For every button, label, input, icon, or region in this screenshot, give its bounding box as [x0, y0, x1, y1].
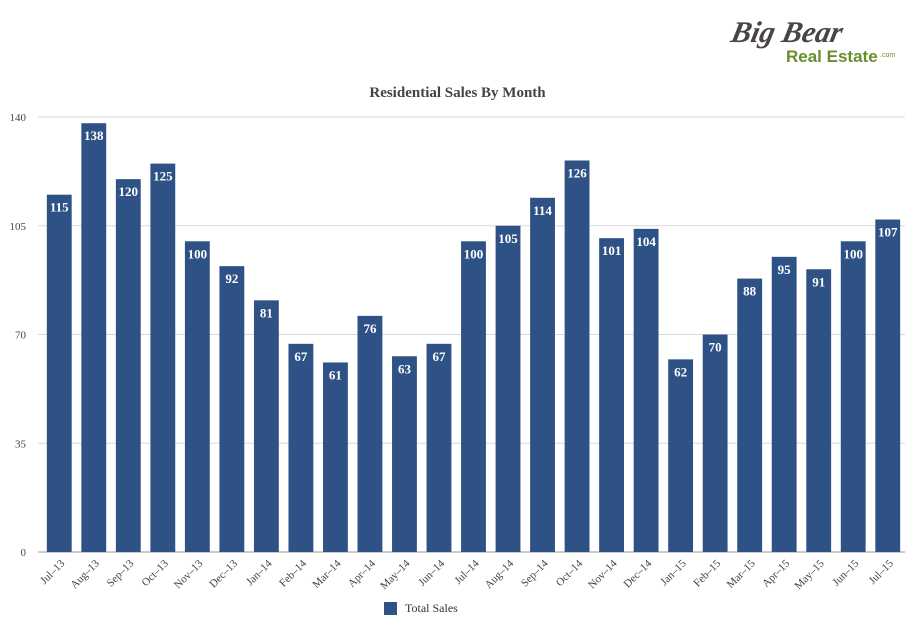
data-label: 125 [153, 169, 173, 184]
bar [875, 219, 901, 553]
bar [633, 228, 659, 552]
bar [288, 343, 314, 552]
data-label: 115 [50, 200, 69, 215]
data-label: 67 [432, 349, 446, 364]
svg-text:.com: .com [880, 52, 895, 59]
x-tick-label: Dec–13 [207, 557, 240, 590]
x-tick-label: Sep–13 [105, 557, 137, 589]
chart-title: Residential Sales By Month [369, 85, 546, 101]
bar [461, 241, 486, 553]
bar [564, 160, 590, 552]
x-tick-label: Sep–14 [519, 557, 551, 589]
bar [530, 197, 555, 553]
data-label: 105 [498, 231, 518, 246]
bar [322, 362, 348, 552]
data-label: 104 [636, 234, 656, 249]
bar [668, 359, 694, 552]
x-tick-label: Aug–13 [68, 557, 102, 591]
bar [599, 238, 625, 552]
data-label: 100 [188, 246, 208, 261]
data-label: 88 [743, 284, 757, 299]
big-bear-real-estate-logo: Big Bear Real Estate .com [728, 15, 895, 66]
data-label: 120 [119, 184, 139, 199]
x-tick-label: Nov–14 [586, 557, 620, 591]
data-label: 95 [778, 262, 792, 277]
bar [150, 163, 176, 552]
bar [115, 179, 141, 552]
data-label: 138 [84, 128, 104, 143]
x-tick-label: Oct–14 [554, 557, 586, 589]
x-tick-label: Jan–15 [658, 557, 689, 588]
y-tick-label: 0 [21, 547, 27, 559]
bar [737, 278, 763, 552]
x-tick-label: Jun–14 [416, 557, 447, 588]
x-tick-label: Jan–14 [244, 557, 275, 588]
x-tick-label: Feb–15 [691, 557, 723, 589]
legend-swatch [384, 602, 397, 615]
y-tick-label: 140 [10, 112, 27, 124]
bar [840, 241, 866, 553]
legend-label: Total Sales [405, 601, 458, 615]
x-tick-label: Aug–14 [483, 557, 517, 591]
data-label: 63 [398, 361, 412, 376]
x-tick-label: May–14 [378, 557, 413, 592]
x-tick-label: Jul–15 [867, 557, 897, 587]
bar [46, 194, 72, 552]
chart-legend: Total Sales [384, 601, 458, 616]
data-label: 67 [294, 349, 308, 364]
data-label: 101 [602, 243, 622, 258]
svg-text:Big Bear: Big Bear [728, 15, 847, 49]
data-label: 76 [363, 321, 377, 336]
bar [219, 266, 245, 552]
bar [357, 315, 383, 552]
y-tick-label: 35 [15, 438, 27, 450]
x-tick-label: Mar–15 [725, 557, 758, 590]
bar [392, 356, 417, 552]
x-tick-label: Oct–13 [140, 557, 172, 589]
data-label: 107 [878, 225, 898, 240]
bar [184, 241, 210, 553]
x-tick-label: Mar–14 [310, 557, 343, 590]
x-tick-label: Nov–13 [172, 557, 206, 591]
bar [495, 225, 521, 552]
x-tick-label: Jul–14 [452, 557, 482, 587]
bar [426, 343, 452, 552]
data-label: 81 [260, 305, 273, 320]
bar [253, 300, 279, 552]
bar [81, 123, 107, 552]
x-tick-label: Feb–14 [277, 557, 309, 589]
data-label: 100 [843, 246, 863, 261]
bar [771, 256, 797, 552]
data-label: 126 [567, 166, 587, 181]
x-tick-label: Apr–15 [760, 557, 793, 590]
data-label: 62 [674, 364, 687, 379]
x-tick-label: Jul–13 [38, 557, 68, 587]
svg-text:Real Estate: Real Estate [786, 47, 878, 66]
data-label: 114 [533, 203, 552, 218]
x-tick-label: Dec–14 [622, 557, 655, 590]
data-label: 91 [812, 274, 825, 289]
data-label: 100 [464, 246, 484, 261]
bar [806, 269, 832, 552]
data-label: 92 [225, 271, 238, 286]
x-tick-label: May–15 [792, 557, 827, 592]
y-tick-label: 105 [10, 221, 27, 233]
bar [702, 334, 728, 552]
data-label: 70 [709, 340, 722, 355]
y-tick-label: 70 [15, 330, 27, 342]
x-tick-label: Jun–15 [830, 557, 861, 588]
x-tick-label: Apr–14 [346, 557, 379, 590]
data-label: 61 [329, 367, 342, 382]
